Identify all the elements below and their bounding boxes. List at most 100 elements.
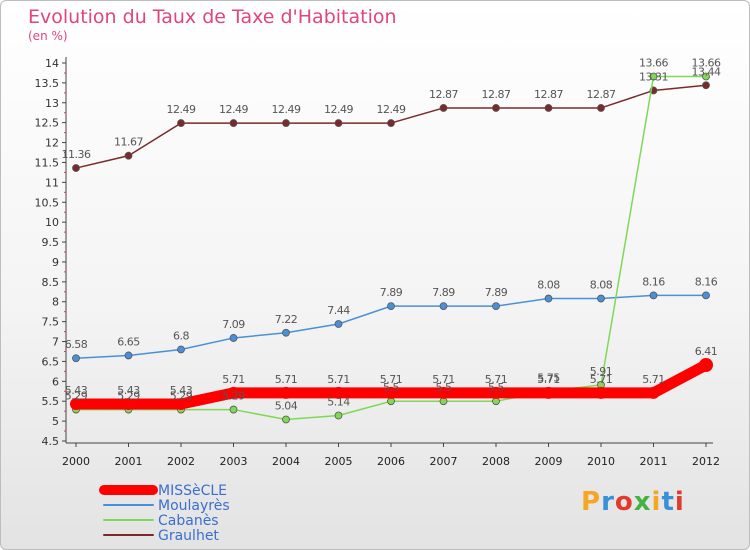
data-point — [439, 302, 448, 311]
y-tick-label: 9 — [52, 256, 59, 269]
data-point — [385, 386, 397, 399]
data-point — [544, 104, 553, 112]
data-point — [387, 302, 395, 311]
data-label: 5.43 — [65, 384, 88, 397]
data-label: 13.44 — [692, 65, 721, 78]
data-label: 13.66 — [639, 57, 668, 70]
y-tick-label: 12.5 — [35, 117, 60, 130]
data-label: 13.31 — [639, 70, 668, 83]
data-point — [334, 119, 343, 127]
proxiti-logo: Proxiti — [581, 487, 685, 517]
y-tick-label: 11.5 — [35, 156, 60, 169]
logo-letter: r — [601, 487, 615, 517]
data-point — [544, 294, 553, 303]
data-label: 5.71 — [485, 373, 508, 386]
data-point — [282, 119, 290, 127]
legend-label: Cabanès — [158, 513, 219, 529]
data-label: 7.89 — [380, 286, 403, 299]
data-point — [332, 386, 345, 399]
data-label: 8.08 — [590, 279, 613, 292]
data-label: 5.71 — [275, 373, 298, 386]
data-label: 5.71 — [380, 373, 403, 386]
data-label: 12.49 — [324, 103, 353, 116]
y-tick-label: 7 — [52, 336, 59, 349]
y-tick-label: 6 — [52, 375, 59, 388]
data-label: 8.08 — [537, 279, 560, 292]
y-tick-label: 8.5 — [42, 276, 60, 289]
legend-label: Moulayrès — [158, 498, 230, 514]
data-point — [122, 397, 135, 410]
data-label: 5.91 — [590, 365, 613, 378]
legend-label: Graulhet — [158, 528, 219, 544]
data-point — [647, 386, 660, 399]
data-label: 8.16 — [642, 275, 665, 288]
x-tick-label: 2011 — [640, 455, 668, 468]
data-point — [124, 351, 133, 360]
data-label: 5.71 — [537, 373, 560, 386]
data-label: 5.71 — [642, 373, 665, 386]
y-tick-label: 4.5 — [42, 435, 60, 448]
data-point — [334, 411, 343, 420]
x-tick-label: 2003 — [220, 455, 248, 468]
data-point — [702, 72, 710, 81]
data-point — [649, 72, 658, 81]
x-tick-label: 2006 — [377, 455, 405, 468]
data-label: 5.29 — [170, 390, 193, 403]
y-tick-label: 8 — [52, 296, 59, 309]
data-point — [177, 119, 185, 127]
y-tick-label: 13.5 — [35, 77, 60, 90]
data-point — [229, 334, 238, 342]
data-label: 12.87 — [429, 88, 458, 101]
data-label: 5.71 — [590, 373, 613, 386]
data-point — [177, 345, 185, 354]
data-label: 5.29 — [65, 390, 88, 403]
x-tick-label: 2001 — [115, 455, 143, 468]
data-point — [597, 294, 605, 303]
data-point — [492, 104, 500, 112]
data-point — [72, 354, 80, 363]
y-tick-label: 13 — [45, 97, 59, 110]
data-label: 12.49 — [167, 103, 196, 116]
data-point — [280, 386, 292, 399]
y-tick-label: 10 — [45, 216, 59, 229]
data-point — [437, 386, 450, 399]
data-label: 12.49 — [219, 103, 248, 116]
data-label: 7.09 — [222, 318, 245, 331]
logo-letter: o — [614, 487, 634, 517]
data-point — [72, 164, 80, 172]
data-label: 7.89 — [485, 286, 508, 299]
x-tick-label: 2004 — [272, 455, 300, 468]
chart-unit-label: (en %) — [28, 29, 68, 43]
data-label: 5.71 — [222, 373, 245, 386]
data-point — [699, 358, 713, 373]
data-point — [597, 104, 605, 112]
data-point — [282, 415, 290, 424]
logo-letter: x — [633, 487, 652, 517]
data-label: 5.5 — [436, 381, 452, 394]
data-label: 12.49 — [377, 103, 406, 116]
y-tick-label: 10.5 — [35, 196, 60, 209]
legend-label: MISSèCLE — [158, 483, 227, 499]
data-label: 12.49 — [272, 103, 301, 116]
data-point — [229, 405, 238, 414]
x-tick-label: 2009 — [535, 455, 563, 468]
data-point — [227, 386, 240, 399]
data-label: 5.75 — [537, 371, 560, 384]
data-label: 11.36 — [62, 148, 91, 161]
data-label: 12.87 — [587, 88, 616, 101]
y-tick-label: 5.5 — [42, 395, 60, 408]
chart-title: Evolution du Taux de Taxe d'Habitation — [28, 6, 397, 28]
data-label: 5.43 — [170, 384, 193, 397]
data-label: 6.65 — [117, 335, 140, 348]
data-point — [387, 119, 395, 127]
data-label: 5.29 — [222, 390, 245, 403]
data-point — [439, 104, 448, 112]
data-point — [595, 386, 607, 399]
data-label: 12.87 — [534, 88, 563, 101]
logo-letter: P — [581, 487, 602, 517]
y-tick-label: 12 — [45, 137, 59, 150]
x-tick-label: 2000 — [62, 455, 90, 468]
data-label: 13.66 — [692, 57, 721, 70]
